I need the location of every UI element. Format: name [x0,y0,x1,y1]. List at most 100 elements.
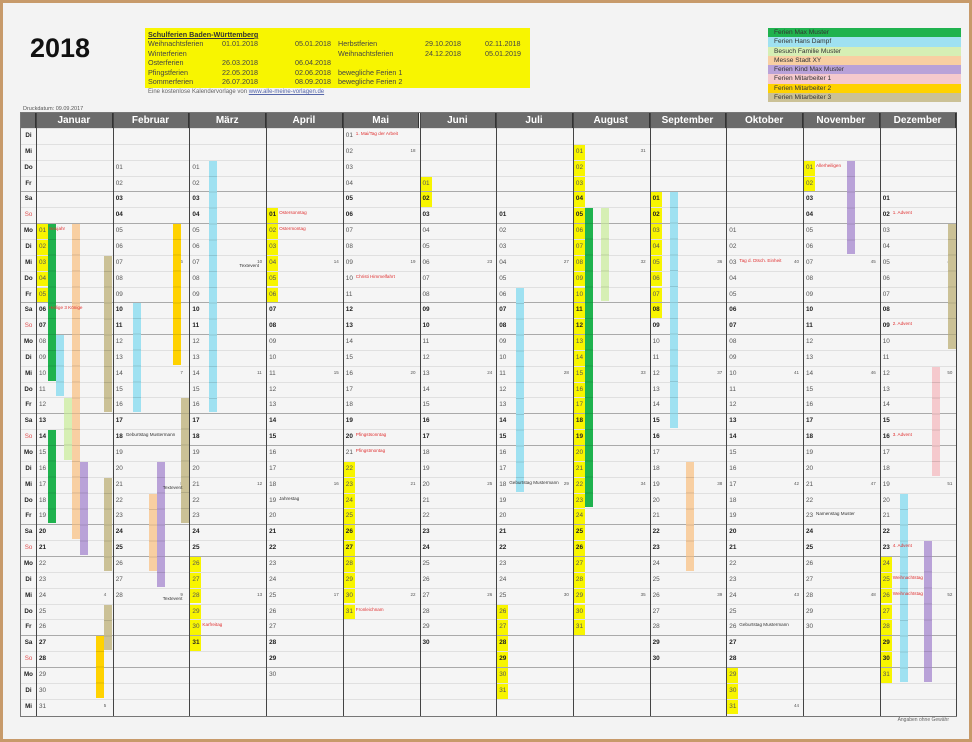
day-cell[interactable]: 24 [115,528,123,536]
day-cell[interactable]: 25 [729,607,737,615]
day-cell[interactable]: 03 [729,258,737,266]
day-cell[interactable]: 26 [880,588,892,604]
day-cell[interactable]: 11 [422,338,430,346]
day-cell[interactable]: 07 [422,274,430,282]
day-cell[interactable]: 08 [729,338,737,346]
day-cell[interactable]: 21 [345,449,353,456]
day-cell[interactable]: 31 [343,604,355,620]
day-cell[interactable]: 26 [806,559,814,567]
day-cell[interactable]: 29 [573,588,585,604]
day-cell[interactable]: 27 [652,607,660,615]
day-cell[interactable]: 19 [115,449,123,456]
day-cell[interactable]: 27 [880,604,892,620]
day-cell[interactable]: 25 [422,559,430,567]
day-cell[interactable]: 03 [806,195,814,203]
day-cell[interactable]: 07 [806,258,814,266]
day-cell[interactable]: 21 [652,512,660,520]
day-cell[interactable]: 18 [269,480,277,488]
day-cell[interactable]: 01 [267,208,279,224]
day-cell[interactable]: 24 [192,528,200,536]
day-cell[interactable]: 25 [573,525,585,541]
day-cell[interactable]: 11 [345,290,353,298]
day-cell[interactable]: 10 [345,274,353,282]
day-cell[interactable]: 28 [652,623,660,631]
day-cell[interactable]: 09 [115,290,123,298]
day-cell[interactable]: 01 [420,176,432,192]
day-cell[interactable]: 01 [345,132,353,139]
day-cell[interactable]: 08 [345,242,353,250]
absence-bar-ferien-mitarbeiter-3[interactable] [104,604,112,651]
day-cell[interactable]: 17 [345,385,353,393]
day-cell[interactable]: 17 [806,417,814,425]
day-cell[interactable]: 28 [497,636,509,652]
day-cell[interactable]: 11 [39,385,46,393]
day-cell[interactable]: 27 [497,620,509,636]
day-cell[interactable]: 31 [573,620,585,636]
day-cell[interactable]: 23 [422,528,430,536]
day-cell[interactable]: 12 [345,306,353,314]
day-cell[interactable]: 14 [652,401,660,409]
day-cell[interactable]: 12 [882,369,890,377]
day-cell[interactable]: 01 [650,192,662,208]
day-cell[interactable]: 03 [573,176,585,192]
absence-bar-besuch-familie-muster[interactable] [600,208,609,302]
day-cell[interactable]: 16 [573,382,585,398]
day-cell[interactable]: 12 [269,385,277,393]
day-cell[interactable]: 02 [573,160,585,176]
day-cell[interactable]: 07 [650,287,662,303]
day-cell[interactable]: 01 [573,144,585,160]
day-cell[interactable]: 12 [806,338,814,346]
day-cell[interactable]: 04 [37,271,48,287]
day-cell[interactable]: 31 [39,702,47,710]
day-cell[interactable]: 20 [573,446,585,461]
day-cell[interactable]: 25 [343,509,355,525]
day-cell[interactable]: 27 [343,541,355,556]
day-cell[interactable]: 30 [880,652,892,667]
day-cell[interactable]: 29 [880,636,892,652]
day-cell[interactable]: 14 [269,417,277,425]
absence-bar-ferien-mitarbeiter-3[interactable] [180,398,189,524]
day-cell[interactable]: 21 [729,544,737,552]
day-cell[interactable]: 20 [192,464,200,472]
day-cell[interactable]: 13 [499,401,507,409]
day-cell[interactable]: 12 [729,401,737,409]
absence-bar-ferien-kind-max-muster[interactable] [923,541,932,682]
absence-bar-messe-stadt-xy[interactable] [72,224,80,540]
day-cell[interactable]: 11 [806,322,813,330]
absence-bar-ferien-mitarbeiter-2[interactable] [172,224,181,365]
day-cell[interactable]: 21 [882,512,890,520]
day-cell[interactable]: 16 [729,464,737,472]
day-cell[interactable]: 14 [882,401,890,409]
day-cell[interactable]: 15 [345,353,353,361]
day-cell[interactable]: 17 [573,398,585,414]
day-cell[interactable]: 24 [343,493,355,509]
day-cell[interactable]: 03 [499,242,507,250]
day-cell[interactable]: 20 [729,528,737,536]
day-cell[interactable]: 02 [882,211,890,219]
absence-bar-ferien-kind-max-muster[interactable] [156,461,165,587]
day-cell[interactable]: 20 [652,496,660,504]
day-cell[interactable]: 22 [422,512,430,520]
day-cell[interactable]: 13 [269,401,277,409]
day-cell[interactable]: 14 [39,433,47,441]
day-cell[interactable]: 20 [882,496,890,504]
day-cell[interactable]: 11 [882,353,890,361]
day-cell[interactable]: 20 [115,464,123,472]
day-cell[interactable]: 10 [115,306,123,314]
day-cell[interactable]: 07 [729,322,737,330]
absence-bar-messe-stadt-xy[interactable] [685,461,694,571]
day-cell[interactable]: 05 [192,227,200,235]
day-cell[interactable]: 18 [345,401,353,409]
day-cell[interactable]: 26 [652,591,660,599]
day-cell[interactable]: 02 [650,208,662,224]
day-cell[interactable]: 20 [345,433,353,441]
day-cell[interactable]: 04 [650,239,662,255]
day-cell[interactable]: 07 [39,322,47,330]
day-cell[interactable]: 30 [573,604,585,620]
day-cell[interactable]: 21 [422,496,430,504]
day-cell[interactable]: 05 [729,290,737,298]
absence-bar-ferien-mitarbeiter-2[interactable] [96,636,104,698]
day-cell[interactable]: 08 [806,274,814,282]
day-cell[interactable]: 25 [806,544,814,552]
day-cell[interactable]: 06 [882,274,890,282]
